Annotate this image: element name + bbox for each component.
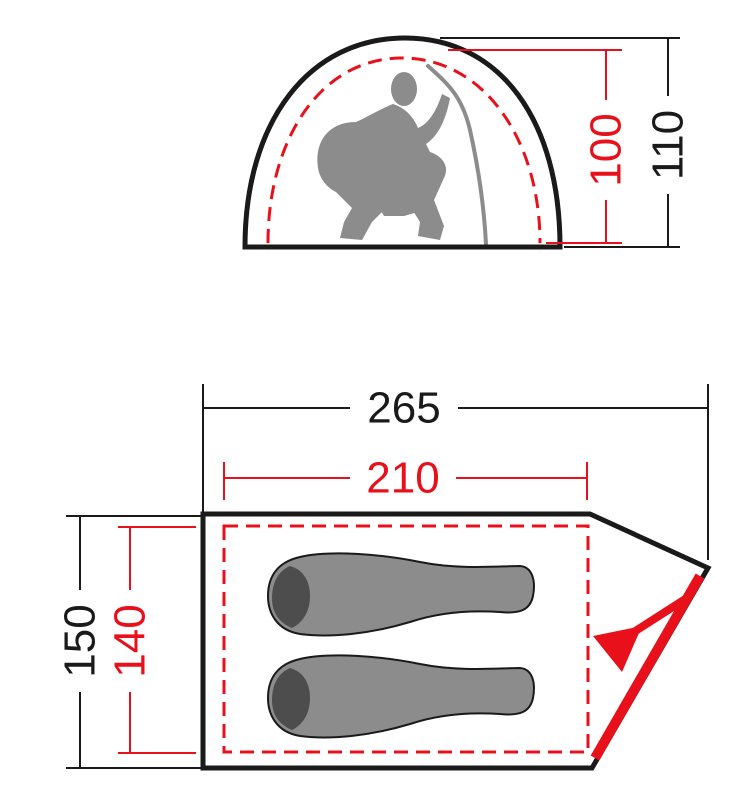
outer-height-dimension <box>440 37 680 248</box>
outer-tent-side-outline <box>242 35 563 250</box>
inner-floor-outline <box>222 524 590 754</box>
outer-height-label: 110 <box>644 110 693 180</box>
inner-length-label: 210 <box>366 454 439 503</box>
entrance-door <box>590 573 705 761</box>
inner-height-dimension <box>448 49 622 244</box>
outer-length-label: 265 <box>367 384 440 433</box>
side-view: 110 100 <box>242 35 693 250</box>
inner-length-dimension <box>223 462 588 500</box>
outer-width-label: 150 <box>56 604 105 677</box>
inner-height-label: 100 <box>582 113 631 186</box>
seated-person-icon <box>317 72 450 240</box>
inner-tent-side-outline <box>266 56 542 244</box>
outer-width-dimension <box>66 515 203 769</box>
outer-length-dimension <box>202 384 709 560</box>
inner-width-label: 140 <box>106 604 155 677</box>
entrance-arrow-icon <box>593 592 693 672</box>
sleeping-bag-icon <box>266 654 535 739</box>
inner-width-dimension <box>118 526 196 754</box>
tent-pole <box>426 64 488 246</box>
sleeping-bag-icon <box>266 552 535 637</box>
floor-plan: 265 210 150 140 <box>56 384 712 771</box>
